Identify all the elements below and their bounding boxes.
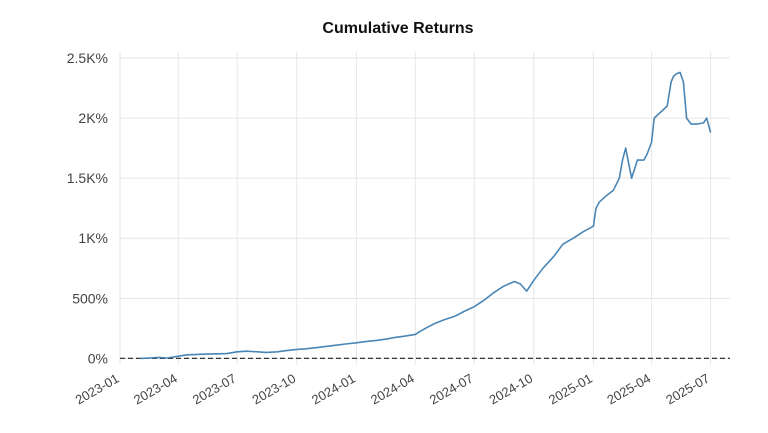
- y-tick-label: 500%: [72, 290, 108, 306]
- x-tick-label: 2025-04: [604, 371, 653, 408]
- x-tick-label: 2024-10: [486, 371, 535, 408]
- x-tick-label: 2025-07: [663, 371, 712, 408]
- x-tick-label: 2023-01: [73, 371, 122, 408]
- x-tick-label: 2023-04: [131, 371, 180, 408]
- grid: [119, 52, 730, 365]
- y-tick-label: 1.5K%: [67, 170, 108, 186]
- y-tick-label: 0%: [88, 350, 108, 366]
- x-tick-label: 2024-01: [309, 371, 358, 408]
- x-tick-label: 2023-07: [190, 371, 239, 408]
- x-axis: 2023-01 2023-04 2023-07 2023-10 2024-01 2024-…: [73, 371, 712, 408]
- y-axis: 0% 500% 1K% 1.5K% 2K% 2.5K%: [67, 50, 108, 366]
- x-tick-label: 2024-04: [368, 371, 417, 408]
- y-tick-label: 1K%: [78, 230, 108, 246]
- x-tick-label: 2025-01: [546, 371, 595, 408]
- y-tick-label: 2.5K%: [67, 50, 108, 66]
- series-line: [140, 71, 712, 360]
- chart-title: Cumulative Returns: [322, 20, 474, 37]
- x-tick-label: 2024-07: [427, 371, 476, 408]
- y-tick-label: 2K%: [78, 110, 108, 126]
- x-tick-label: 2023-10: [249, 371, 298, 408]
